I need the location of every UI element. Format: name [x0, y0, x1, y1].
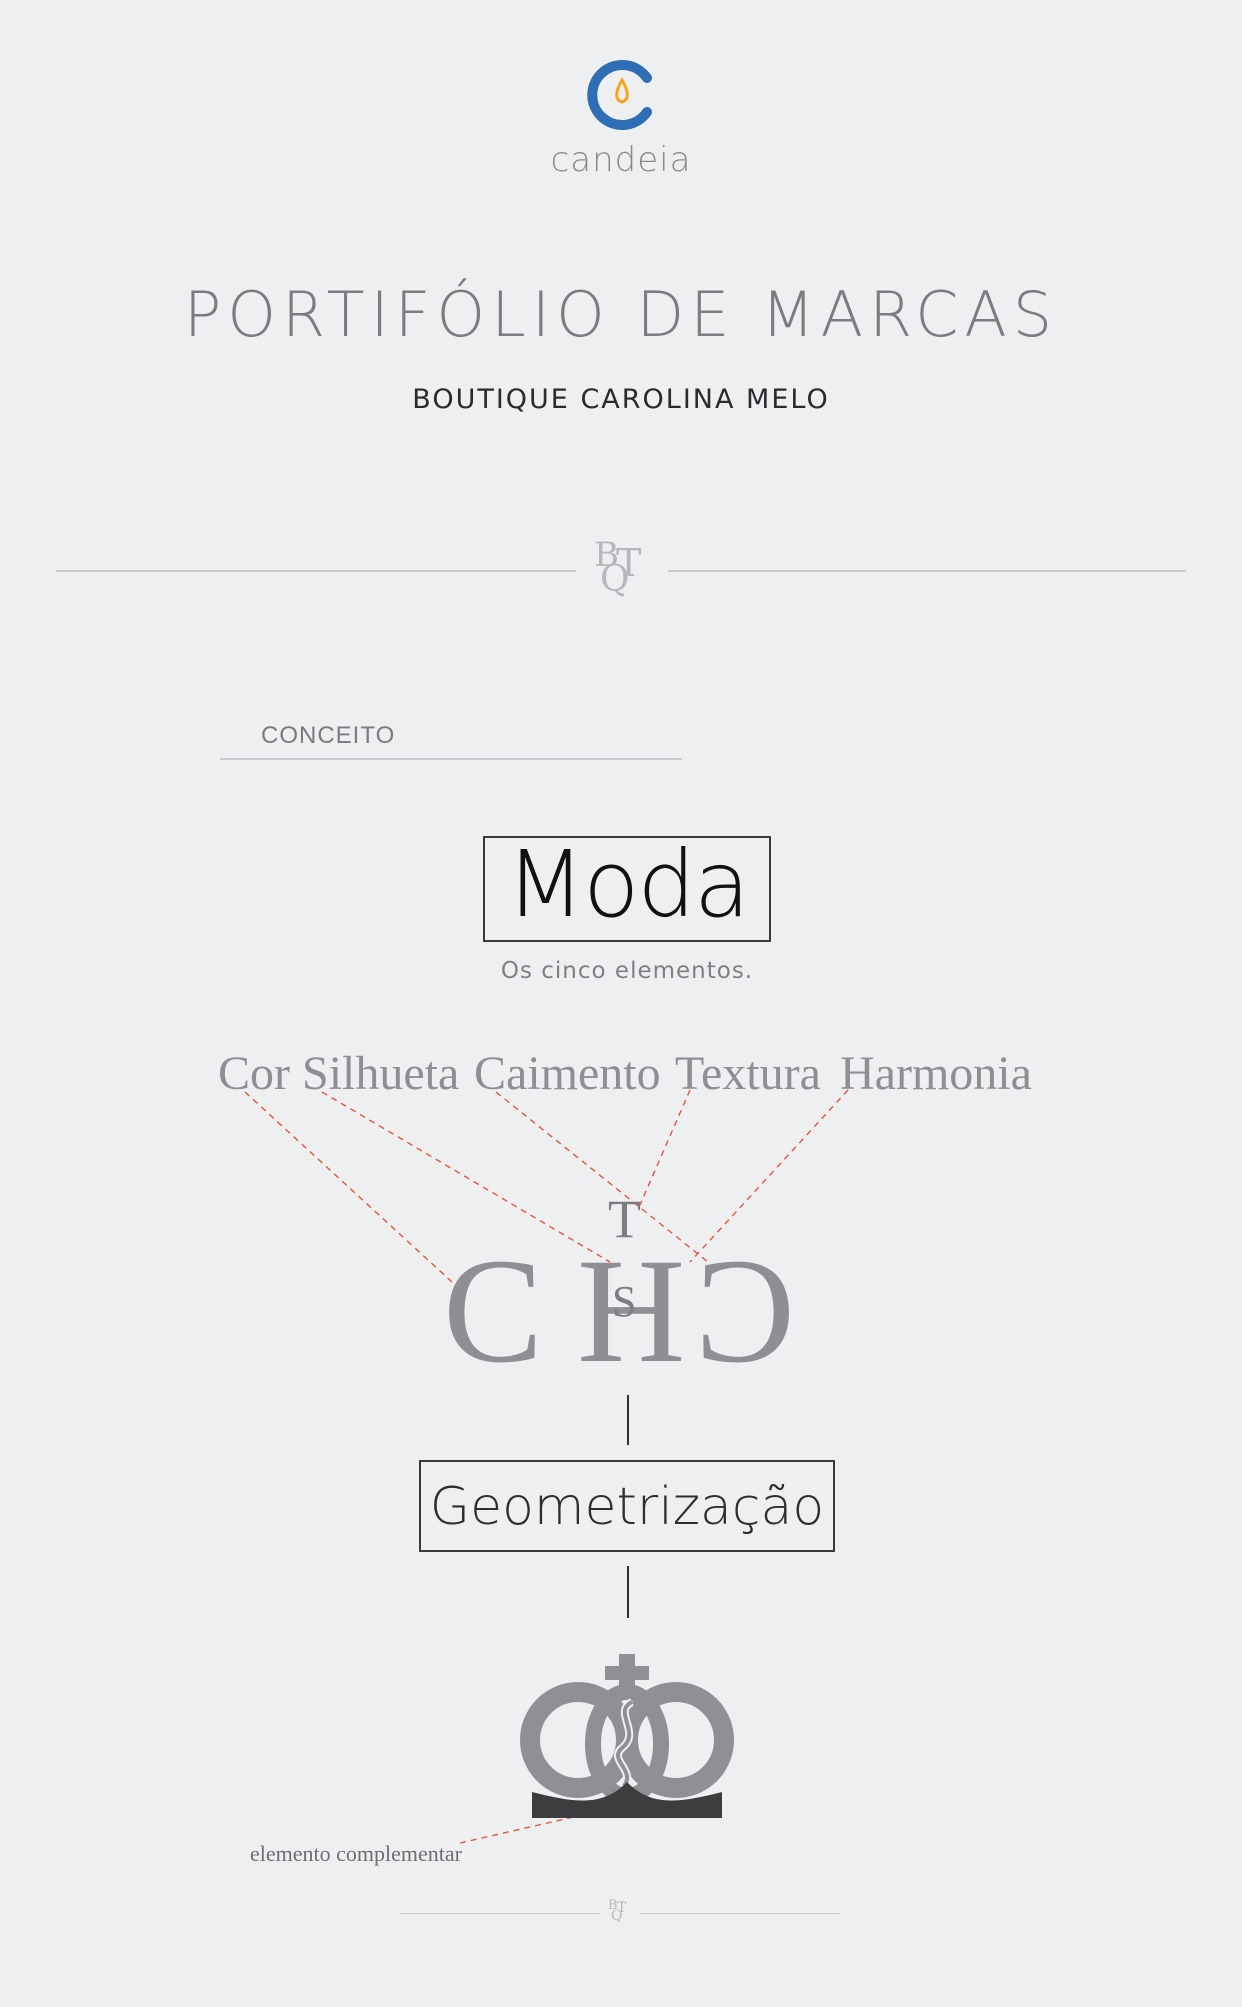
dash-line-cor — [244, 1091, 453, 1283]
connector-line-top — [627, 1395, 629, 1445]
letter-s: S — [612, 1277, 637, 1326]
divider-line-right — [668, 570, 1186, 572]
element-silhueta: Silhueta — [302, 1047, 460, 1100]
footer-line-right — [640, 1913, 840, 1914]
page-subtitle: BOUTIQUE CAROLINA MELO — [412, 384, 830, 415]
element-caimento: Caimento — [474, 1047, 661, 1100]
tagline: Os cinco elementos. — [500, 958, 754, 984]
letter-c-right: C — [695, 1228, 796, 1394]
dash-line-silhueta — [321, 1091, 611, 1263]
connector-line-bottom — [627, 1566, 629, 1618]
footer-line-left — [400, 1913, 600, 1914]
candeia-logo-icon — [585, 58, 659, 136]
section-underline — [220, 758, 682, 760]
brand-name: candeia — [550, 140, 692, 180]
section-label: CONCEITO — [261, 722, 396, 749]
complement-label: elemento complementar — [250, 1841, 462, 1866]
element-cor: Cor — [218, 1047, 290, 1100]
dash-line-harmonia — [689, 1089, 849, 1263]
monogram-letter-b: B — [594, 535, 619, 575]
footer-monogram-letter-t: T — [617, 1900, 627, 1916]
btq-monogram-footer: B T Q — [608, 1898, 632, 1928]
letter-t: T — [608, 1189, 641, 1249]
letter-c-left: C — [443, 1228, 544, 1394]
page-title: PORTIFÓLIO DE MARCAS — [183, 278, 1059, 351]
dash-line-caimento — [495, 1091, 709, 1263]
monogram-letter-q: Q — [600, 559, 630, 600]
element-textura: Textura — [675, 1047, 821, 1100]
moda-word: Moda — [505, 831, 750, 938]
crown-emblem-icon — [512, 1652, 742, 1826]
divider-line-left — [56, 570, 576, 572]
dash-line-complement — [459, 1815, 579, 1844]
geometrizacao-word: Geometrização — [429, 1477, 825, 1537]
letter-h: H — [577, 1228, 686, 1394]
footer-monogram-letter-b: B — [608, 1898, 618, 1913]
footer-monogram-letter-q: Q — [611, 1908, 623, 1924]
element-harmonia: Harmonia — [840, 1047, 1032, 1100]
monogram-letter-t: T — [616, 541, 642, 585]
geometrizacao-box: Geometrização — [419, 1460, 835, 1552]
dash-line-textura — [639, 1089, 691, 1206]
btq-monogram: B T Q — [590, 535, 650, 605]
moda-box: Moda — [483, 832, 771, 942]
